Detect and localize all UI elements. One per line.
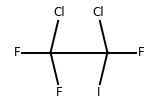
Text: F: F (14, 46, 21, 59)
Text: I: I (97, 86, 100, 99)
Text: F: F (137, 46, 144, 59)
Text: Cl: Cl (93, 6, 104, 19)
Text: Cl: Cl (54, 6, 65, 19)
Text: F: F (56, 86, 63, 99)
